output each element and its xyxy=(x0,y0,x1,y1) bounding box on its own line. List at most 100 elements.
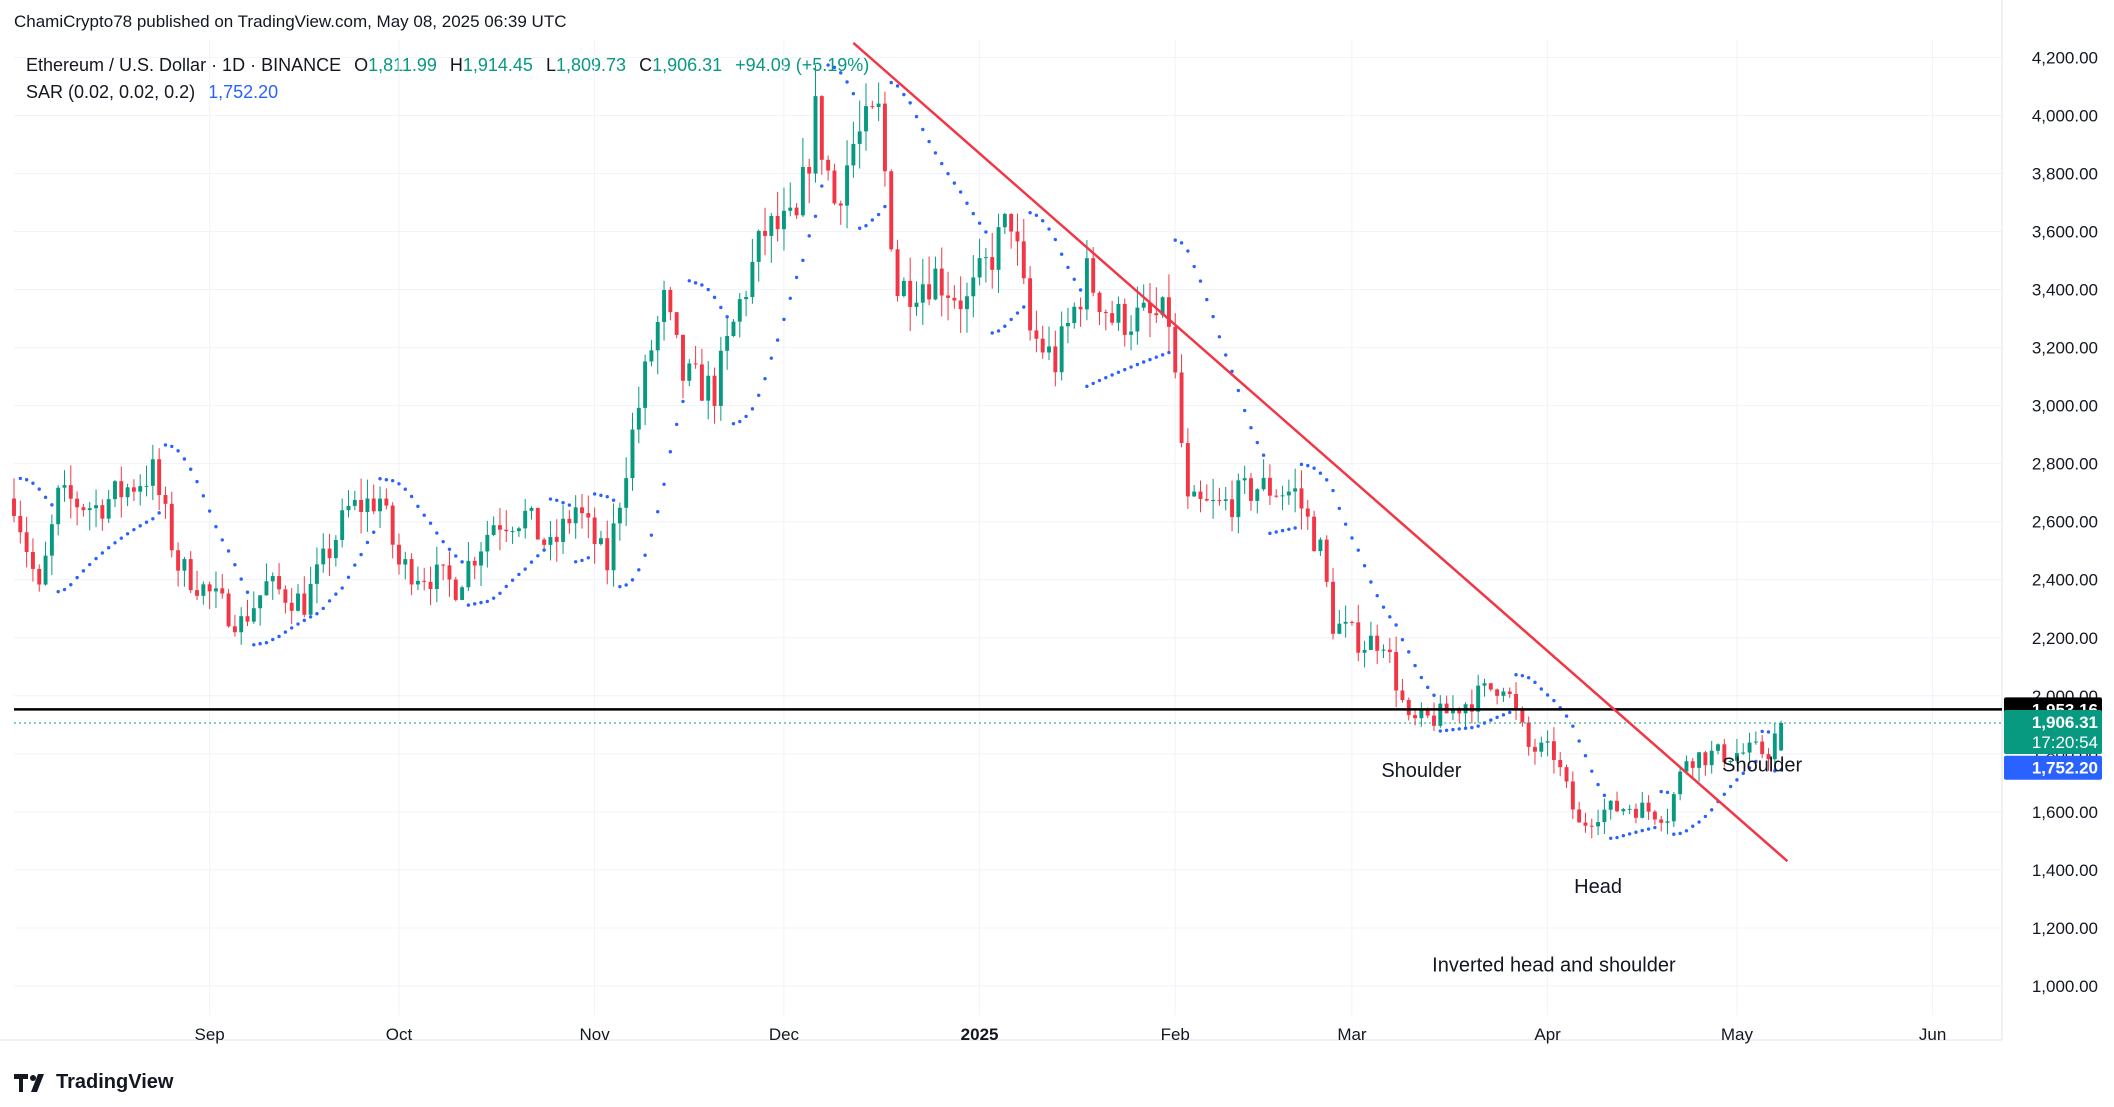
candle xyxy=(1779,720,1784,752)
candle xyxy=(617,502,622,541)
candle-body xyxy=(169,503,174,551)
candle-body xyxy=(580,507,584,514)
candle-body xyxy=(308,583,313,615)
candle xyxy=(965,282,969,333)
sar-dot xyxy=(876,212,881,217)
sar-dot xyxy=(1526,675,1531,680)
sar-dot xyxy=(1495,715,1499,720)
time-tick-label: Apr xyxy=(1534,1025,1561,1044)
candle xyxy=(1564,764,1569,789)
sar-dot xyxy=(1154,355,1159,359)
sar-dot xyxy=(807,234,811,238)
candle xyxy=(1324,535,1329,588)
candle-body xyxy=(1141,302,1146,308)
candle-body xyxy=(1450,708,1455,714)
candle xyxy=(113,480,117,508)
candle-body xyxy=(813,96,818,174)
candle-body xyxy=(1488,683,1493,690)
sar-dot xyxy=(1091,381,1095,386)
tradingview-logo-icon xyxy=(14,1073,44,1092)
sar-dot xyxy=(1028,211,1032,215)
symbol-label[interactable]: Ethereum / U.S. Dollar · 1D · BINANCE xyxy=(26,55,342,75)
candle xyxy=(409,553,414,596)
sar-dot xyxy=(914,114,919,119)
sar-dot xyxy=(397,482,401,486)
candle xyxy=(1267,464,1272,505)
time-tick-label: May xyxy=(1721,1025,1754,1044)
sar-dot xyxy=(719,305,723,310)
candle xyxy=(1716,743,1720,755)
candle xyxy=(1570,771,1575,820)
candle xyxy=(24,516,29,568)
candle-body xyxy=(1772,733,1777,760)
sar-dot xyxy=(170,444,174,449)
sar-dot xyxy=(454,554,458,558)
sar-dot xyxy=(1672,832,1676,836)
sar-dot xyxy=(1085,384,1089,389)
candle xyxy=(441,564,446,581)
sar-label[interactable]: SAR (0.02, 0.02, 0.2) xyxy=(26,82,196,102)
sar-dot xyxy=(883,204,887,209)
price-axis[interactable]: 1,000.001,200.001,400.001,600.001,800.00… xyxy=(2032,48,2098,996)
candle xyxy=(68,465,73,519)
candle-body xyxy=(504,529,509,532)
sar-dot xyxy=(1299,462,1304,467)
sar-dot xyxy=(952,181,957,185)
candle-body xyxy=(68,485,73,499)
candle xyxy=(460,585,465,601)
sar-dot xyxy=(138,524,142,528)
candle xyxy=(163,486,168,519)
candle-body xyxy=(327,548,332,559)
sar-dot xyxy=(1236,388,1241,393)
sar-dot xyxy=(1760,729,1764,734)
candle xyxy=(832,163,837,206)
candle-body xyxy=(1652,811,1657,820)
candle-body xyxy=(1110,313,1115,323)
sar-dot xyxy=(1476,724,1480,728)
sar-dot xyxy=(1022,305,1026,309)
sar-dot xyxy=(649,533,654,537)
candle-body xyxy=(176,550,181,571)
candle-body xyxy=(182,559,187,571)
price-tick-label: 3,800.00 xyxy=(2032,164,2098,183)
sar-dot xyxy=(1413,663,1417,668)
sar-dot xyxy=(473,602,477,606)
sar-dot xyxy=(24,478,29,482)
sar-dot xyxy=(1287,527,1291,531)
candle xyxy=(119,466,124,518)
candle xyxy=(346,490,351,518)
grid xyxy=(0,0,2003,1041)
candle xyxy=(232,614,237,637)
candle xyxy=(87,501,92,531)
candle xyxy=(283,585,288,614)
candle xyxy=(1135,286,1140,345)
sar-dot xyxy=(1665,790,1670,795)
candle-body xyxy=(81,507,86,511)
candle-body xyxy=(706,375,711,401)
sar-dot xyxy=(851,91,856,96)
candle xyxy=(649,340,654,367)
candle xyxy=(447,551,452,597)
drawings xyxy=(14,41,2002,863)
candle xyxy=(131,479,136,502)
candle-body xyxy=(289,602,294,611)
candle xyxy=(845,140,850,229)
sar-dot xyxy=(845,80,849,84)
candle-body xyxy=(1615,800,1619,812)
candle xyxy=(1533,738,1537,765)
candle xyxy=(289,588,294,625)
sar-dot xyxy=(870,218,875,222)
candle xyxy=(838,200,843,225)
time-axis[interactable]: Sep Oct Nov Dec 2025 Feb Mar Apr May Jun xyxy=(195,1025,1947,1044)
candles xyxy=(12,65,1784,839)
sar-dot xyxy=(1779,768,1783,772)
sar-dot xyxy=(100,551,105,555)
sar-dot xyxy=(700,283,704,287)
candle-body xyxy=(125,487,130,498)
sar-dot xyxy=(1419,675,1424,680)
candle xyxy=(415,566,420,591)
candle xyxy=(1349,620,1354,626)
candle-body xyxy=(889,171,894,250)
candle xyxy=(1551,727,1556,774)
